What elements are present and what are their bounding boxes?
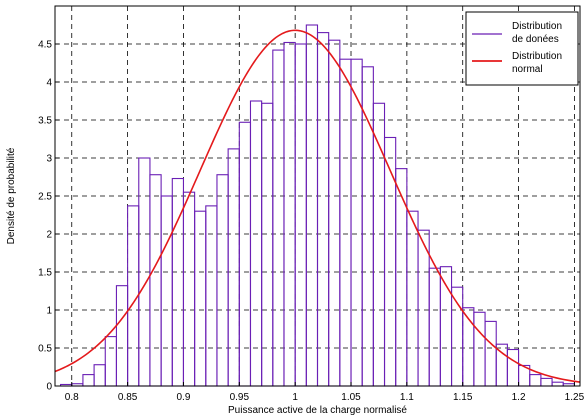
legend-label-histogram: Distribution de donées <box>512 21 565 45</box>
x-tick-label: 1.2 <box>512 392 526 403</box>
legend-label-histogram-line1: Distribution <box>512 21 562 32</box>
y-axis-label: Densité de probabilité <box>6 147 17 244</box>
y-tick-label: 3 <box>46 154 52 165</box>
y-tick-label: 2.5 <box>38 192 52 203</box>
y-tick-label: 4 <box>46 78 52 89</box>
x-tick-label: 1.25 <box>565 392 585 403</box>
x-tick-label: 1.1 <box>400 392 414 403</box>
x-tick-label: 1.15 <box>453 392 473 403</box>
legend-label-normal: Distribution normal <box>512 51 565 75</box>
x-tick-label: 1.05 <box>341 392 361 403</box>
legend-label-normal-line2: normal <box>512 64 543 75</box>
y-axis-ticks: 0 0.5 1 1.5 2 2.5 3 3.5 4 4.5 <box>38 40 59 393</box>
legend: Distribution de donées Distribution norm… <box>465 11 579 86</box>
x-axis-label: Puissance active de la charge normalisé <box>228 405 407 416</box>
y-tick-label: 3.5 <box>38 116 52 127</box>
normal-distribution-curve <box>54 29 581 383</box>
legend-box <box>465 11 579 86</box>
legend-label-histogram-line2: de donées <box>512 34 559 45</box>
x-tick-label: 1 <box>292 392 298 403</box>
x-axis-ticks: 0.8 0.85 0.9 0.95 1 1.05 1.1 1.15 1.2 1.25 <box>65 382 585 403</box>
legend-label-normal-line1: Distribution <box>512 51 562 62</box>
x-tick-label: 0.9 <box>177 392 191 403</box>
x-tick-label: 0.85 <box>118 392 138 403</box>
y-tick-label: 1.5 <box>38 268 52 279</box>
y-tick-label: 2 <box>46 230 52 241</box>
y-tick-label: 4.5 <box>38 40 52 51</box>
x-tick-label: 0.95 <box>230 392 250 403</box>
y-tick-label: 1 <box>46 306 52 317</box>
x-tick-label: 0.8 <box>65 392 79 403</box>
y-tick-label: 0 <box>46 382 52 393</box>
y-tick-label: 0.5 <box>38 344 52 355</box>
